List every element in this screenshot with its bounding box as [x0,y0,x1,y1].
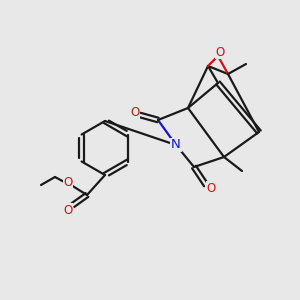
Text: O: O [206,182,216,194]
Text: O: O [63,203,73,217]
Text: O: O [215,46,225,59]
Text: N: N [171,139,181,152]
Text: O: O [130,106,140,118]
Text: O: O [63,176,73,188]
